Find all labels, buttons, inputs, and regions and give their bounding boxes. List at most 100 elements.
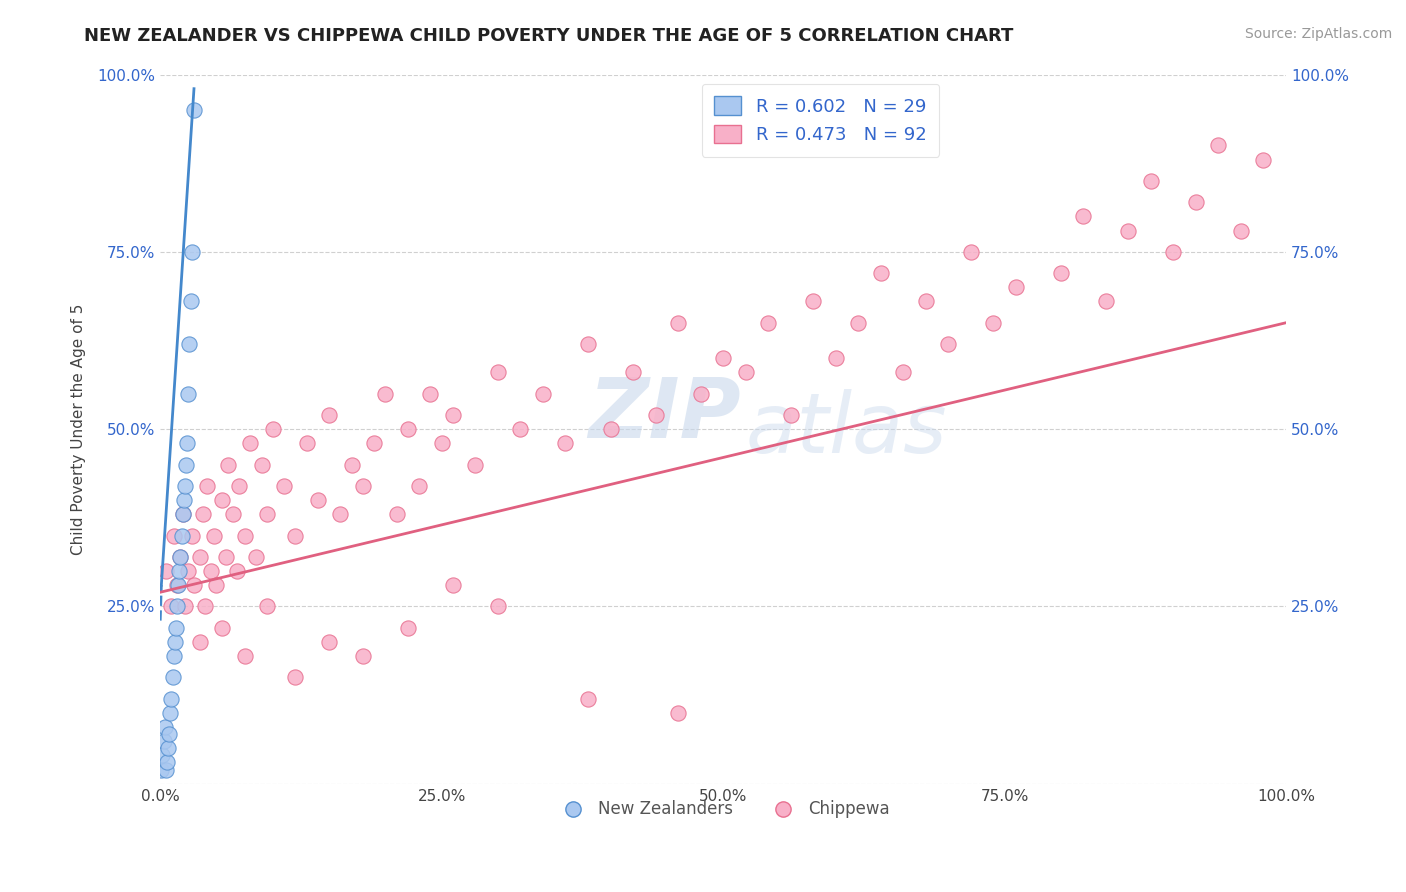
Point bbox=[150, 763, 173, 777]
Point bbox=[183, 578, 205, 592]
Point bbox=[352, 479, 374, 493]
Point bbox=[1208, 138, 1230, 153]
Point bbox=[256, 599, 278, 614]
Point bbox=[711, 351, 734, 366]
Point bbox=[163, 649, 186, 664]
Point bbox=[554, 436, 576, 450]
Point bbox=[155, 564, 177, 578]
Point bbox=[318, 635, 340, 649]
Point bbox=[914, 294, 936, 309]
Point bbox=[295, 436, 318, 450]
Point bbox=[172, 507, 194, 521]
Point bbox=[245, 549, 267, 564]
Point bbox=[214, 549, 236, 564]
Point bbox=[1140, 174, 1163, 188]
Point bbox=[256, 507, 278, 521]
Point bbox=[1095, 294, 1118, 309]
Point bbox=[430, 436, 453, 450]
Point bbox=[160, 691, 183, 706]
Point bbox=[531, 386, 554, 401]
Point bbox=[174, 479, 197, 493]
Point bbox=[188, 635, 211, 649]
Point bbox=[172, 507, 194, 521]
Point bbox=[1049, 266, 1071, 280]
Point bbox=[170, 528, 193, 542]
Point bbox=[197, 479, 219, 493]
Point bbox=[180, 528, 202, 542]
Point bbox=[869, 266, 891, 280]
Point bbox=[284, 528, 307, 542]
Point bbox=[363, 436, 385, 450]
Point bbox=[801, 294, 824, 309]
Text: Source: ZipAtlas.com: Source: ZipAtlas.com bbox=[1244, 27, 1392, 41]
Point bbox=[177, 386, 200, 401]
Point bbox=[169, 564, 191, 578]
Point bbox=[228, 479, 250, 493]
Point bbox=[169, 549, 191, 564]
Point bbox=[211, 621, 233, 635]
Point bbox=[374, 386, 396, 401]
Point bbox=[599, 422, 621, 436]
Point bbox=[329, 507, 352, 521]
Point bbox=[1004, 280, 1026, 294]
Point bbox=[205, 578, 228, 592]
Legend: New Zealanders, Chippewa: New Zealanders, Chippewa bbox=[550, 794, 897, 825]
Point bbox=[1230, 223, 1253, 237]
Point bbox=[183, 103, 205, 117]
Point bbox=[486, 599, 509, 614]
Point bbox=[155, 763, 177, 777]
Point bbox=[891, 365, 914, 379]
Point bbox=[159, 706, 181, 720]
Point bbox=[222, 507, 245, 521]
Point bbox=[307, 493, 329, 508]
Point bbox=[179, 337, 201, 351]
Point bbox=[981, 316, 1004, 330]
Point bbox=[576, 337, 599, 351]
Point bbox=[163, 635, 186, 649]
Point bbox=[200, 564, 222, 578]
Point bbox=[419, 386, 441, 401]
Point bbox=[666, 316, 689, 330]
Point bbox=[191, 507, 214, 521]
Point bbox=[756, 316, 779, 330]
Point bbox=[153, 720, 176, 734]
Point bbox=[166, 599, 188, 614]
Point bbox=[169, 549, 191, 564]
Point bbox=[352, 649, 374, 664]
Text: NEW ZEALANDER VS CHIPPEWA CHILD POVERTY UNDER THE AGE OF 5 CORRELATION CHART: NEW ZEALANDER VS CHIPPEWA CHILD POVERTY … bbox=[84, 27, 1014, 45]
Point bbox=[174, 458, 197, 472]
Point bbox=[284, 670, 307, 684]
Point bbox=[464, 458, 486, 472]
Point bbox=[666, 706, 689, 720]
Point bbox=[959, 244, 981, 259]
Point bbox=[211, 493, 233, 508]
Point bbox=[157, 741, 180, 756]
Point bbox=[217, 458, 239, 472]
Point bbox=[176, 436, 198, 450]
Point bbox=[340, 458, 363, 472]
Point bbox=[167, 578, 190, 592]
Y-axis label: Child Poverty Under the Age of 5: Child Poverty Under the Age of 5 bbox=[72, 303, 86, 555]
Point bbox=[396, 621, 419, 635]
Point bbox=[152, 748, 174, 763]
Point bbox=[396, 422, 419, 436]
Point bbox=[173, 493, 195, 508]
Point bbox=[846, 316, 869, 330]
Point bbox=[779, 408, 801, 422]
Point bbox=[239, 436, 262, 450]
Point bbox=[1253, 153, 1275, 167]
Point bbox=[1073, 210, 1095, 224]
Text: ZIP: ZIP bbox=[588, 375, 741, 456]
Point bbox=[233, 649, 256, 664]
Point bbox=[734, 365, 756, 379]
Point bbox=[202, 528, 225, 542]
Point bbox=[152, 734, 174, 748]
Point bbox=[180, 244, 202, 259]
Point bbox=[936, 337, 959, 351]
Point bbox=[250, 458, 273, 472]
Point bbox=[486, 365, 509, 379]
Point bbox=[188, 549, 211, 564]
Point bbox=[644, 408, 666, 422]
Point bbox=[509, 422, 531, 436]
Point bbox=[194, 599, 217, 614]
